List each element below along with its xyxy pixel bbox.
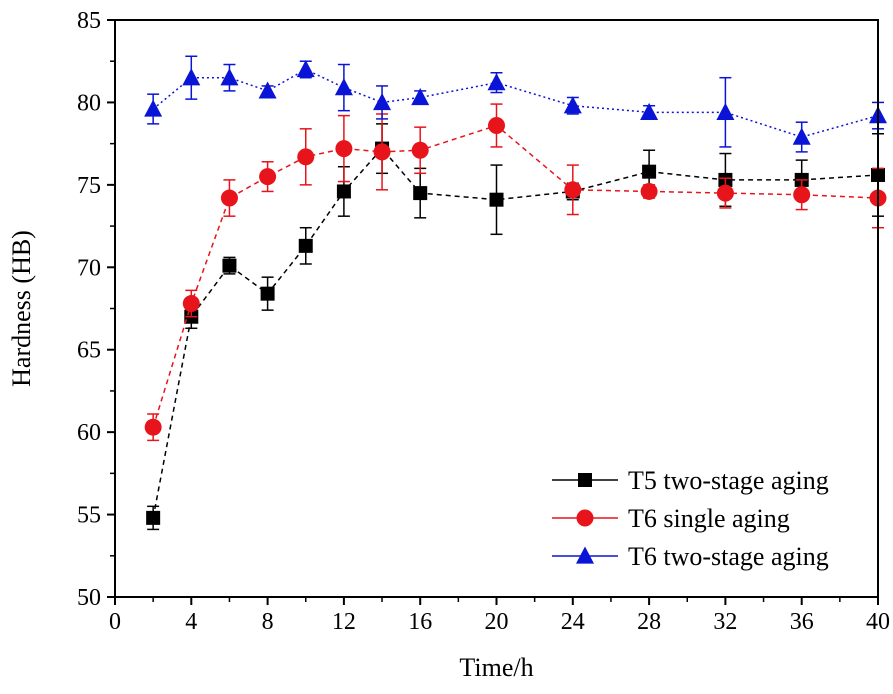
- x-tick-label: 40: [866, 609, 890, 635]
- data-point: [220, 68, 239, 86]
- data-point: [564, 181, 582, 199]
- x-tick-label: 20: [485, 609, 509, 635]
- x-tick-label: 36: [790, 609, 814, 635]
- data-point: [220, 189, 238, 207]
- data-point: [336, 184, 351, 199]
- data-point: [258, 81, 277, 99]
- y-tick-label: 65: [77, 338, 101, 364]
- x-tick-label: 0: [109, 609, 121, 635]
- plot-frame: [114, 19, 879, 598]
- data-point: [297, 148, 315, 166]
- x-tick-label: 4: [185, 609, 197, 635]
- x-axis-title: Time/h: [459, 653, 533, 682]
- data-point: [335, 140, 353, 158]
- data-point: [642, 164, 657, 179]
- legend-label: T6 two-stage aging: [628, 542, 829, 571]
- y-tick-label: 70: [77, 255, 101, 281]
- data-point: [640, 102, 659, 120]
- data-point: [413, 186, 428, 201]
- legend-marker: [578, 473, 592, 487]
- legend-label: T5 two-stage aging: [628, 466, 829, 495]
- series-line: [152, 124, 879, 428]
- data-point: [716, 102, 735, 120]
- series-t6-single-aging: [144, 103, 887, 442]
- legend-item: T5 two-stage aging: [552, 466, 829, 495]
- legend-label: T6 single aging: [628, 504, 790, 533]
- legend-item: T6 two-stage aging: [552, 542, 829, 571]
- legend-item: T6 single aging: [552, 504, 790, 533]
- legend-marker: [576, 546, 594, 564]
- x-tick-label: 16: [408, 609, 432, 635]
- data-point: [793, 186, 811, 204]
- data-point: [144, 418, 162, 436]
- data-point: [296, 60, 315, 78]
- x-tick-label: 32: [713, 609, 737, 635]
- data-point: [487, 73, 506, 91]
- data-point: [792, 127, 811, 145]
- data-point: [411, 88, 430, 106]
- series-line: [152, 68, 879, 138]
- data-point: [373, 143, 391, 161]
- x-tick-label: 8: [262, 609, 274, 635]
- y-axis-title: Hardness (HB): [7, 230, 36, 387]
- data-point: [411, 141, 429, 159]
- y-tick-label: 85: [77, 8, 101, 34]
- x-tick-label: 12: [332, 609, 356, 635]
- data-point: [182, 295, 200, 313]
- x-tick-label: 24: [561, 609, 585, 635]
- data-point: [373, 92, 392, 111]
- y-tick-label: 60: [77, 420, 101, 446]
- data-point: [563, 96, 582, 114]
- data-point: [640, 182, 658, 200]
- data-point: [488, 117, 505, 135]
- y-tick-label: 55: [77, 503, 101, 529]
- data-point: [146, 510, 161, 525]
- data-point: [489, 192, 504, 207]
- y-tick-label: 75: [77, 173, 101, 199]
- data-point: [298, 238, 313, 253]
- x-tick-label: 28: [637, 609, 661, 635]
- data-point: [260, 286, 275, 301]
- data-point: [222, 258, 237, 273]
- series-line: [152, 147, 879, 519]
- y-tick-label: 80: [77, 90, 101, 116]
- series-t6-two-stage-aging: [144, 55, 887, 153]
- data-point: [716, 184, 734, 202]
- y-tick-label: 50: [77, 585, 101, 611]
- legend-marker: [576, 509, 594, 527]
- legend: T5 two-stage aging T6 single aging T6 two-…: [552, 466, 829, 571]
- data-point: [259, 168, 277, 186]
- data-point: [144, 99, 163, 117]
- data-point: [182, 68, 201, 86]
- data-point: [334, 78, 353, 96]
